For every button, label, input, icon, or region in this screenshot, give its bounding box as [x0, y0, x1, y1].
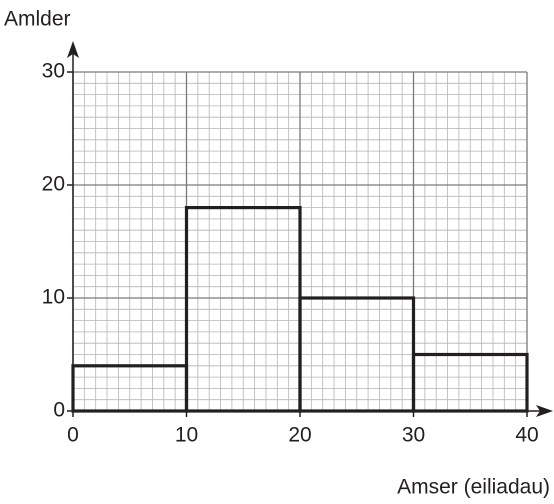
x-tick-label: 20 — [288, 424, 311, 447]
y-tick-label: 0 — [53, 399, 65, 422]
bar — [411, 352, 529, 413]
x-tick-label: 40 — [515, 424, 538, 447]
y-axis-arrow — [67, 41, 79, 58]
y-tick-label: 30 — [42, 60, 65, 83]
x-axis-arrow — [536, 405, 553, 417]
x-tick-label: 30 — [402, 424, 425, 447]
y-axis-label: Amlder — [4, 8, 71, 31]
x-tick-label: 10 — [175, 424, 198, 447]
x-tick-label: 0 — [67, 424, 79, 447]
x-axis-label: Amser (eiliadau) — [397, 476, 550, 499]
y-tick-label: 20 — [42, 173, 65, 196]
y-tick-label: 10 — [42, 286, 65, 309]
